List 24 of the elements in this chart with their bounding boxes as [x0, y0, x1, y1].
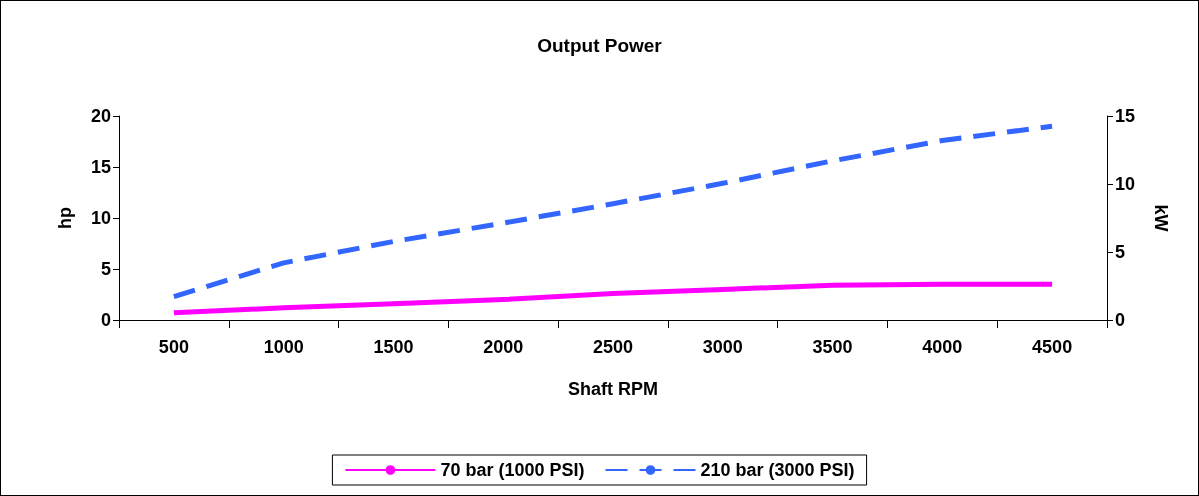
x-tick-label: 2000	[483, 337, 524, 357]
y2-tick-label: 5	[1115, 242, 1126, 262]
legend-label: 210 bar (3000 PSI)	[700, 460, 855, 480]
y2-tick-label: 15	[1115, 106, 1136, 126]
x-tick-label: 3500	[812, 337, 853, 357]
y-tick-label: 15	[90, 157, 111, 177]
x-tick-label: 2500	[592, 337, 634, 357]
x-axis-title: Shaft RPM	[568, 379, 658, 399]
y-tick-label: 5	[100, 259, 111, 279]
x-tick-label: 3000	[702, 337, 743, 357]
chart-title: Output Power	[537, 35, 663, 56]
x-tick-label: 1500	[373, 337, 414, 357]
x-tick-label: 4000	[922, 337, 963, 357]
y2-axis-title: kW	[1151, 204, 1171, 232]
y-axis-title: hp	[55, 207, 75, 229]
y-tick-label: 20	[90, 106, 111, 126]
y2-tick-label: 10	[1115, 174, 1136, 194]
y-tick-label: 10	[90, 208, 111, 228]
legend-label: 70 bar (1000 PSI)	[440, 460, 585, 480]
x-tick-label: 4500	[1032, 337, 1073, 357]
x-tick-label: 500	[158, 337, 189, 357]
x-tick-label: 1000	[263, 337, 304, 357]
y2-tick-label: 0	[1115, 310, 1126, 330]
y-tick-label: 0	[100, 310, 111, 330]
